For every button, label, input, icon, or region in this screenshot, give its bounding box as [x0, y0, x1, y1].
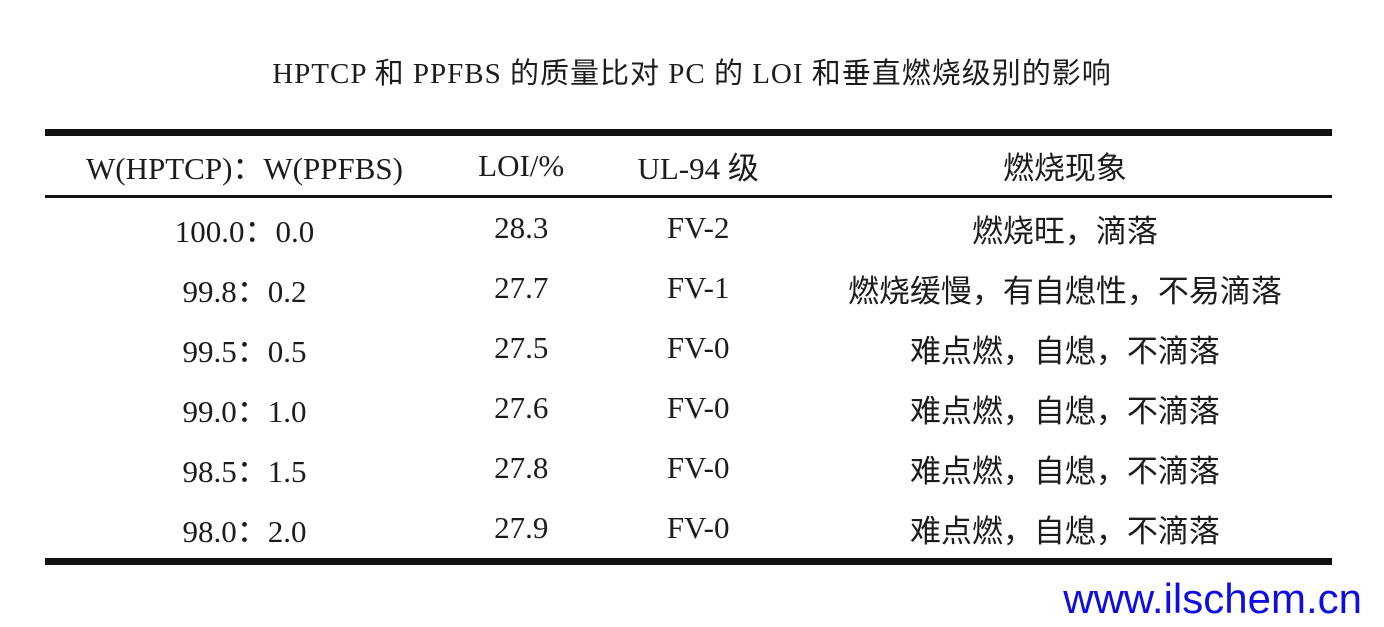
cell-loi: 27.8	[494, 450, 549, 485]
cell-ul94: FV-0	[666, 390, 730, 425]
column-header-loi: LOI/%	[443, 132, 599, 198]
cell-phenomenon: 难点燃，自熄，不滴落	[909, 513, 1220, 549]
cell-ratio: 98.0：2.0	[182, 513, 307, 549]
cell-ratio: 99.5：0.5	[182, 333, 307, 369]
table-row: 99.0：1.0 27.6 FV-0 难点燃，自熄，不滴落	[45, 378, 1332, 438]
cell-ul94: FV-0	[666, 330, 730, 365]
cell-loi: 27.6	[494, 390, 549, 425]
cell-ratio: 100.0：0.0	[174, 213, 315, 249]
cell-ratio: 99.8：0.2	[182, 273, 307, 309]
column-header-phenomenon: 燃烧现象	[797, 132, 1332, 198]
table-row: 99.5：0.5 27.5 FV-0 难点燃，自熄，不滴落	[45, 318, 1332, 378]
table-row: 98.0：2.0 27.9 FV-0 难点燃，自熄，不滴落	[45, 498, 1332, 562]
table-header-row: W(HPTCP)：W(PPFBS) LOI/% UL-94 级 燃烧现象	[45, 132, 1332, 198]
cell-ul94: FV-2	[666, 210, 730, 245]
cell-ul94: FV-0	[666, 510, 730, 545]
cell-loi: 27.9	[494, 510, 549, 545]
cell-ul94: FV-0	[666, 450, 730, 485]
cell-phenomenon: 燃烧旺，滴落	[971, 213, 1158, 249]
cell-phenomenon: 燃烧缓慢，有自熄性，不易滴落	[847, 273, 1282, 309]
cell-phenomenon: 难点燃，自熄，不滴落	[909, 393, 1220, 429]
cell-ul94: FV-1	[666, 270, 730, 305]
cell-ratio: 98.5：1.5	[182, 453, 307, 489]
cell-loi: 27.5	[494, 330, 549, 365]
page-title: HPTCP 和 PPFBS 的质量比对 PC 的 LOI 和垂直燃烧级别的影响	[272, 58, 1112, 90]
table-row: 99.8：0.2 27.7 FV-1 燃烧缓慢，有自熄性，不易滴落	[45, 258, 1332, 318]
cell-loi: 27.7	[494, 270, 549, 305]
cell-phenomenon: 难点燃，自熄，不滴落	[909, 453, 1220, 489]
table-row: 98.5：1.5 27.8 FV-0 难点燃，自熄，不滴落	[45, 438, 1332, 498]
cell-phenomenon: 难点燃，自熄，不滴落	[909, 333, 1220, 369]
column-header-ratio: W(HPTCP)：W(PPFBS)	[45, 132, 444, 198]
column-header-ul94: UL-94 级	[598, 132, 798, 198]
cell-loi: 28.3	[494, 210, 549, 245]
watermark-site-url: www.ilschem.cn	[1063, 575, 1362, 622]
cell-ratio: 99.0：1.0	[182, 393, 307, 429]
results-table: W(HPTCP)：W(PPFBS) LOI/% UL-94 级 燃烧现象 100…	[45, 129, 1332, 565]
table-row: 100.0：0.0 28.3 FV-2 燃烧旺，滴落	[45, 197, 1332, 259]
